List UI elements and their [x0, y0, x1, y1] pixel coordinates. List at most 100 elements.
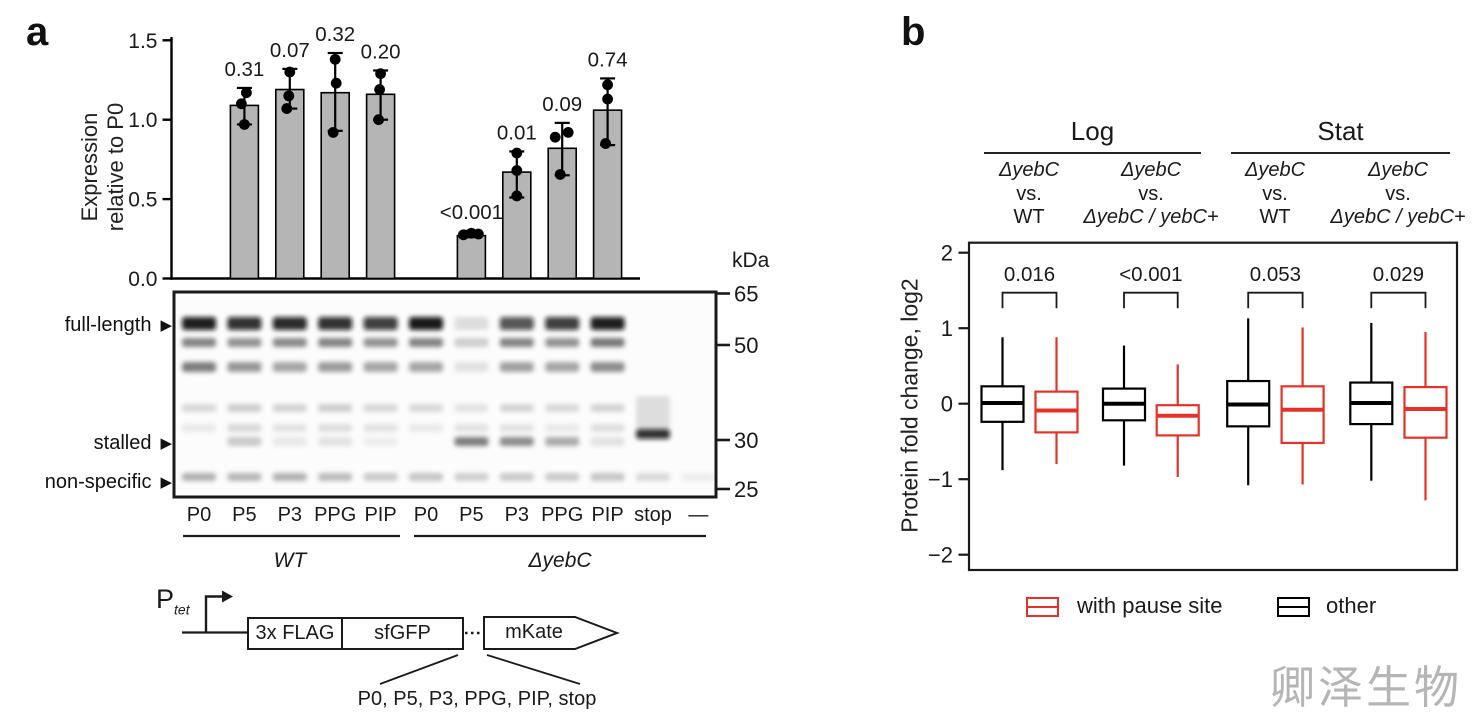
- comparison-3-bottom: WT: [1259, 206, 1291, 228]
- gel-band-faint-mid-1: [499, 404, 534, 412]
- gel-band-full-length: [545, 317, 580, 330]
- box-with-pause-site: [1280, 385, 1325, 445]
- mkate-arrow-box: [483, 616, 620, 650]
- bar: [456, 234, 487, 280]
- data-point: [511, 147, 523, 159]
- comparison-2-vs: vs.: [1138, 182, 1164, 205]
- lane-label: P5: [459, 504, 483, 526]
- gel-band-non-specific: [681, 473, 714, 481]
- gel-band-full-length: [227, 317, 262, 330]
- legend-swatch-median-line: [1028, 605, 1057, 609]
- gel-band-faint-mid-2: [499, 424, 534, 432]
- gel-band-faint-mid-2: [545, 424, 580, 432]
- gel-band-stalled: [590, 437, 625, 446]
- data-point: [374, 84, 385, 95]
- group-label-wt: WT: [273, 549, 307, 572]
- p-value-label: 0.32: [315, 23, 355, 46]
- data-point: [473, 228, 484, 240]
- gel-band-non-specific: [318, 473, 353, 481]
- construct-segment-sfgfp: sfGFP: [341, 617, 464, 650]
- gel-band-stalled: [318, 437, 353, 446]
- p-value-label: 0.74: [588, 48, 628, 71]
- lane-label: —: [688, 504, 708, 526]
- p-value-label: 0.20: [361, 40, 401, 63]
- gel-band-label-stalled: stalled ▶: [0, 432, 172, 455]
- stalled-label: stalled: [93, 432, 152, 454]
- lane-label: P0: [414, 504, 438, 526]
- bar: [501, 171, 532, 280]
- y-tick-label: 0.5: [128, 189, 157, 212]
- gel-band-stop-smear: [636, 396, 670, 428]
- y-tick-label: 1.5: [128, 30, 157, 53]
- gel-band-faint-mid-1: [272, 404, 307, 412]
- insert-fan-line-right: [486, 654, 581, 685]
- bar: [547, 147, 578, 280]
- condition-header-log: Log: [984, 116, 1201, 154]
- non-specific-label: non-specific: [44, 471, 152, 493]
- box-plot-y-axis-label: Protein fold change, log2: [896, 278, 923, 533]
- gel-bands: [182, 317, 714, 481]
- legend-swatch-with-pause-site: [1026, 597, 1059, 617]
- y-tick-label: −2: [928, 543, 953, 568]
- gel-band-stop-band: [636, 429, 670, 439]
- right-arrow-icon: ▶: [160, 434, 172, 452]
- legend-swatch-median-line: [1279, 605, 1308, 609]
- p-value-label: 0.029: [1373, 263, 1424, 286]
- gel-border: [172, 290, 718, 499]
- lane-label: P3: [505, 504, 529, 526]
- gel-band-faint-mid-1: [363, 404, 398, 412]
- gel-band-degradation-1: [318, 338, 353, 347]
- gel-band-degradation-2: [272, 362, 307, 372]
- data-point: [549, 131, 561, 143]
- gel-band-degradation-2: [363, 362, 398, 372]
- gel-band-faint-mid-2: [318, 424, 353, 432]
- promoter-bent-arrow: [204, 595, 222, 633]
- right-arrow-icon: ▶: [160, 473, 172, 491]
- gel-band-non-specific: [590, 473, 625, 481]
- gel-band-faint-mid-2: [590, 424, 625, 432]
- gel-band-degradation-2: [454, 362, 489, 372]
- kda-marker-label: 30: [734, 428, 758, 453]
- gel-band-degradation-2: [227, 362, 262, 372]
- kda-marker-label: 25: [734, 477, 758, 502]
- p-value-label: 0.07: [270, 39, 310, 62]
- gel-band-faint-mid-2: [227, 424, 262, 432]
- gel-band-non-specific: [409, 473, 443, 481]
- gel-band-non-specific: [499, 473, 534, 481]
- data-point: [281, 103, 293, 114]
- box-with-pause-site: [1155, 404, 1200, 437]
- gel-band-faint-mid-1: [318, 404, 353, 412]
- p-value-label: 0.053: [1250, 263, 1301, 286]
- gel-band-full-length: [182, 317, 216, 330]
- gel-band-degradation-1: [227, 338, 262, 347]
- comparison-3-top: ΔyebC: [1244, 159, 1306, 181]
- data-point: [373, 114, 384, 126]
- gel-band-stalled: [499, 437, 534, 446]
- gel-band-degradation-1: [363, 338, 398, 347]
- gel-band-full-length: [590, 317, 625, 330]
- gel-band-stalled: [227, 437, 262, 446]
- gel-band-faint-mid-1: [454, 404, 489, 412]
- legend-label-other: other: [1326, 593, 1377, 618]
- gel-band-degradation-1: [182, 338, 216, 347]
- panel-b-label: b: [901, 10, 926, 54]
- construct-segment-mkate-label: mKate: [505, 621, 563, 643]
- gel-band-faint-mid-2: [182, 424, 216, 432]
- western-blot-gel: 65 50 30 25 P0 P5 P3 PPG PIP P0 P5 P3 PPG PIP stop —: [172, 282, 758, 538]
- data-point: [236, 98, 247, 110]
- data-point: [283, 90, 295, 102]
- gel-band-degradation-2: [409, 362, 443, 372]
- gel-band-degradation-2: [318, 362, 353, 372]
- bar: [229, 104, 260, 280]
- gel-band-faint-mid-1: [590, 404, 625, 412]
- kda-unit-label: kDa: [732, 249, 770, 272]
- lane-label: PPG: [314, 504, 356, 526]
- gel-band-full-length: [409, 317, 443, 330]
- gel-band-degradation-2: [182, 362, 216, 372]
- gel-band-label-non-specific: non-specific ▶: [0, 471, 172, 494]
- gel-band-full-length: [363, 317, 398, 330]
- gel-band-degradation-1: [590, 338, 625, 347]
- comparison-header-2: ΔyebC vs. ΔyebC / yebC+: [1063, 159, 1239, 230]
